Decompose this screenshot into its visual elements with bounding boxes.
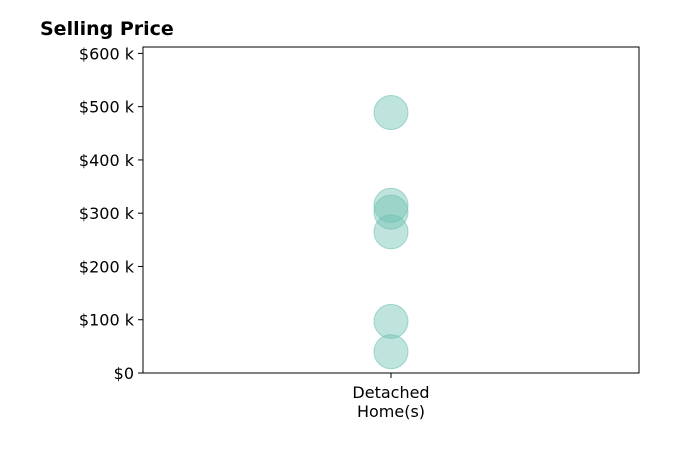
chart-title: Selling Price: [40, 18, 174, 40]
y-tick-label: $600 k: [79, 44, 135, 63]
y-tick-label: $100 k: [79, 311, 135, 330]
data-point: [373, 95, 409, 131]
y-tick-label: $500 k: [79, 98, 135, 117]
y-tick-label: $300 k: [79, 204, 135, 223]
y-tick-label: $0: [114, 364, 134, 383]
data-point: [373, 187, 409, 223]
data-points: [373, 95, 409, 370]
y-tick-label: $400 k: [79, 151, 135, 170]
y-tick-label: $200 k: [79, 257, 135, 276]
x-axis: Detached Home(s): [352, 373, 430, 421]
x-tick-label: Detached Home(s): [352, 383, 429, 421]
data-point: [373, 194, 409, 230]
data-point: [373, 303, 409, 339]
data-point: [373, 214, 409, 250]
data-point: [373, 334, 409, 370]
y-axis: $0 $100 k $200 k $300 k $400 k $500 k $600 k: [79, 44, 143, 383]
